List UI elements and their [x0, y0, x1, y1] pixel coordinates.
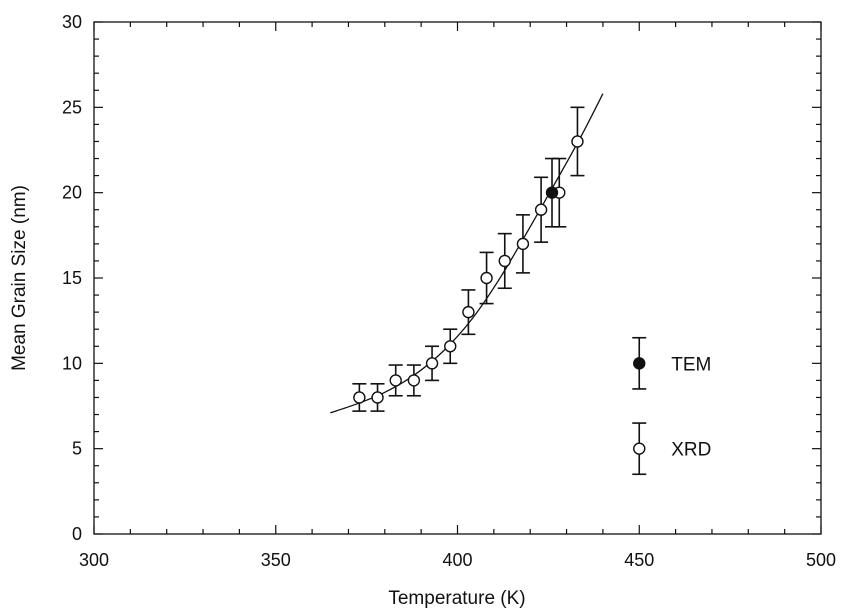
legend-label-tem: TEM [671, 354, 711, 375]
x-tick-label: 400 [442, 550, 472, 570]
x-tick-label: 450 [624, 550, 654, 570]
x-tick-label: 350 [261, 550, 291, 570]
y-tick-label: 15 [62, 268, 82, 288]
legend-label-xrd: XRD [671, 440, 711, 461]
xrd-point [516, 237, 530, 251]
xrd-point [462, 305, 475, 319]
x-tick-label: 500 [806, 550, 836, 570]
xrd-point [480, 271, 493, 285]
x-axis-title: Temperature (K) [388, 588, 525, 609]
xrd-point [571, 135, 584, 148]
x-tick-label: 300 [79, 550, 109, 570]
xrd-point [371, 391, 384, 404]
xrd-point [407, 374, 421, 387]
plot-frame [93, 21, 822, 535]
legend-tem-point [633, 357, 646, 370]
legend: TEM XRD [632, 336, 711, 476]
y-axis-title: Mean Grain Size (nm) [9, 185, 30, 371]
y-tick-label: 5 [72, 439, 82, 459]
y-tick-label: 10 [62, 353, 82, 373]
y-tick-label: 25 [62, 97, 82, 117]
data-points [352, 106, 585, 412]
y-tick-label: 0 [72, 524, 82, 544]
y-tick-label: 20 [62, 183, 82, 203]
axis-ticks [93, 21, 822, 535]
xrd-point [425, 357, 439, 370]
tem-point [545, 186, 559, 199]
xrd-point [534, 203, 548, 216]
legend-xrd-point [633, 442, 646, 455]
xrd-point [353, 391, 366, 404]
xrd-point [389, 374, 402, 387]
y-tick-label: 30 [62, 12, 82, 32]
xrd-point [498, 254, 511, 268]
xrd-point [444, 340, 457, 353]
fit-curve [330, 93, 604, 414]
axis-tick-labels: 300 350 400 450 500 0 5 10 15 20 25 30 [62, 12, 836, 570]
